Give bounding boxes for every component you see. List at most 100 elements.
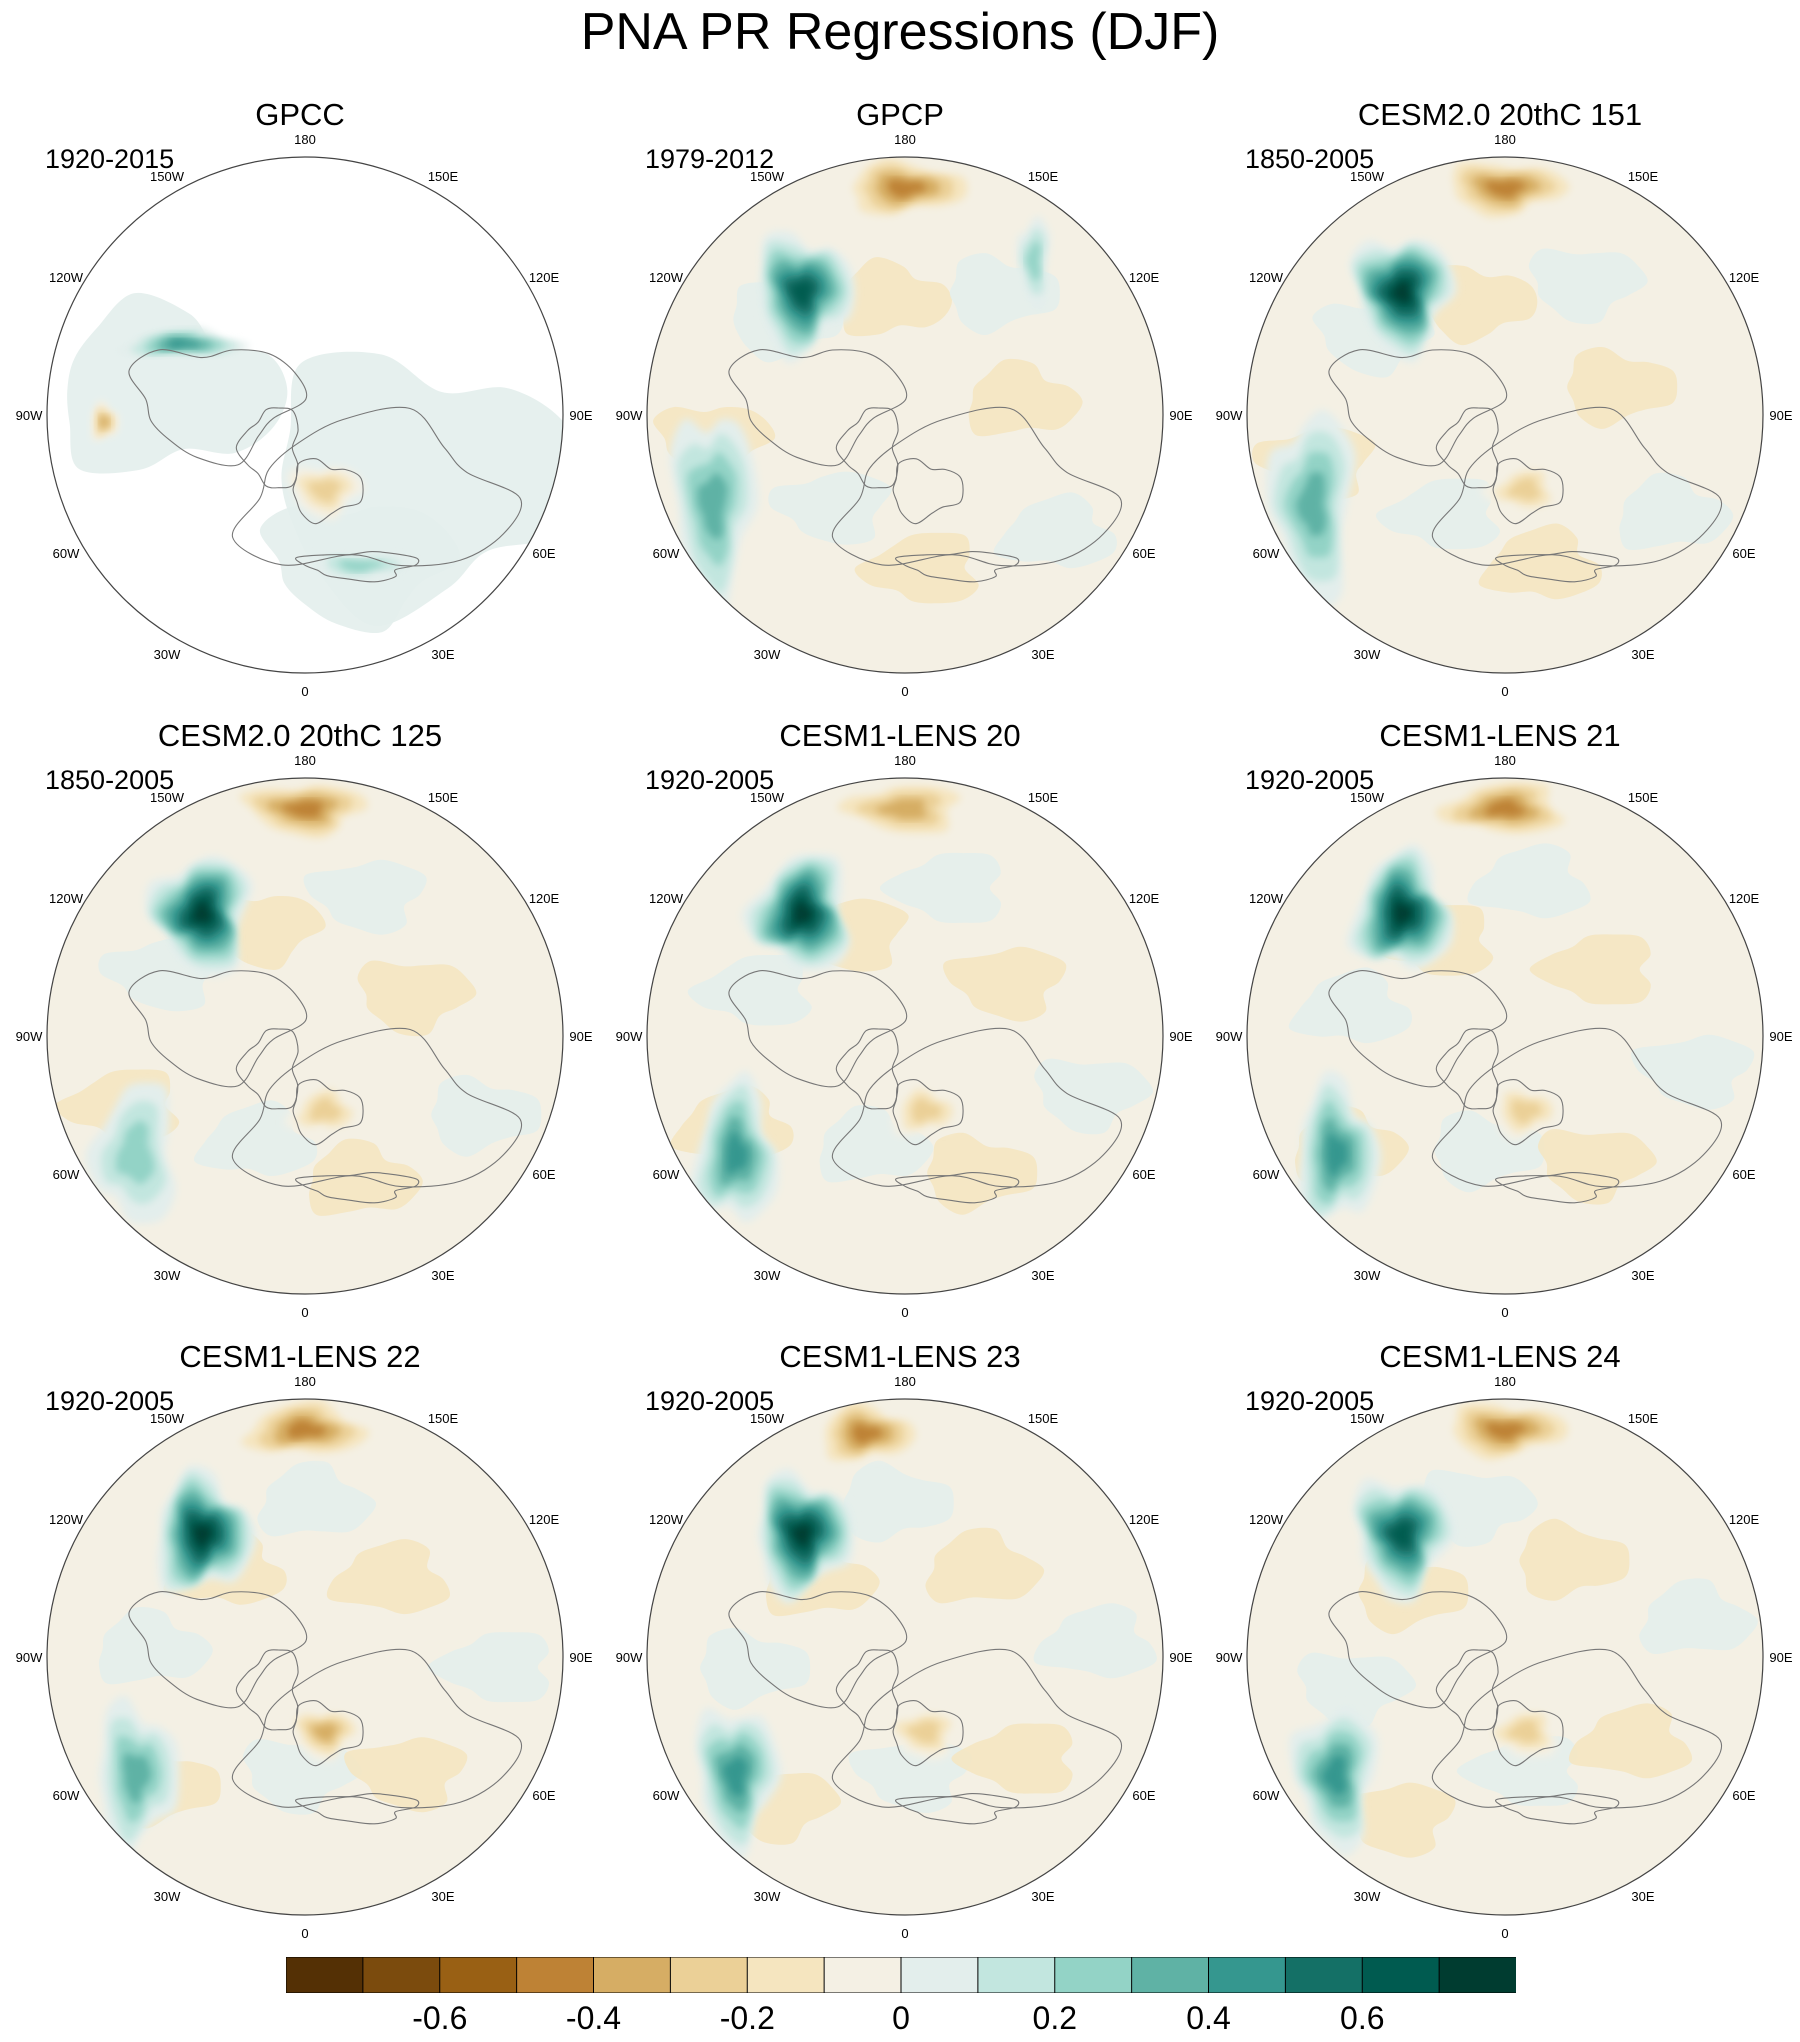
regression-contour <box>281 800 325 818</box>
polar-map: 180 150E 120E 90E 60E 30E 0 30W 60W 90W 120W 150W <box>616 132 1193 699</box>
panel-title: GPCC <box>255 97 345 132</box>
colorbar-tick-label: 0.4 <box>1186 2000 1231 2036</box>
longitude-label: 150E <box>1028 1411 1059 1426</box>
field-patch <box>1568 1703 1693 1779</box>
field-patch <box>1375 478 1501 550</box>
map-boundary <box>46 156 564 674</box>
map-boundary <box>46 777 564 1295</box>
longitude-label: 120E <box>1729 891 1760 906</box>
longitude-label: 30E <box>431 647 454 662</box>
longitude-label: 120W <box>649 270 684 285</box>
regression-contour <box>1507 477 1542 501</box>
longitude-label: 0 <box>1501 1305 1508 1320</box>
field-patch <box>431 1074 542 1157</box>
longitude-label: 60W <box>653 1788 680 1803</box>
panel-title: CESM1-LENS 20 <box>779 718 1021 753</box>
map-boundary <box>646 156 1164 674</box>
longitude-label: 120W <box>649 891 684 906</box>
colorbar-swatch <box>362 1956 441 1994</box>
longitude-label: 30E <box>1631 647 1654 662</box>
map-panel: CESM1-LENS 21 180 150E 120E 90E 60E 30E 0 30W 60W… <box>1200 716 1800 1336</box>
panel-title: GPCP <box>856 97 944 132</box>
longitude-label: 0 <box>301 1926 308 1941</box>
panel-period: 1920-2015 <box>45 144 175 174</box>
longitude-label: 90W <box>16 1029 43 1044</box>
longitude-label: 150W <box>1350 169 1385 184</box>
regression-contour <box>906 1721 941 1743</box>
map-panel: GPCC 180 150E 120E 90E 60E 30E 0 30W 60W 90W 120W 15… <box>0 95 600 715</box>
map-boundary <box>646 777 1164 1295</box>
longitude-label: 90E <box>1769 1029 1792 1044</box>
map-panel: CESM2.0 20thC 125 180 150E 120E 90E 60E 30E 0 30… <box>0 716 600 1336</box>
longitude-label: 150W <box>750 169 785 184</box>
polar-map: 180 150E 120E 90E 60E 30E 0 30W 60W 90W 120W 150W <box>1216 132 1793 699</box>
longitude-label: 0 <box>301 684 308 699</box>
colorbar-tick-label: 0.2 <box>1032 2000 1078 2036</box>
longitude-label: 0 <box>301 1305 308 1320</box>
panel-period: 1920-2005 <box>645 765 775 795</box>
longitude-label: 180 <box>1494 1374 1516 1389</box>
regression-contour <box>875 798 928 819</box>
field-patch <box>1528 248 1648 325</box>
regression-contour <box>1026 241 1041 281</box>
regression-contour <box>792 1524 812 1547</box>
longitude-label: 30E <box>1631 1889 1654 1904</box>
regression-contour <box>697 472 728 540</box>
regression-contour <box>193 1524 212 1547</box>
regression-contour <box>1511 1099 1542 1124</box>
regression-contour <box>851 1423 882 1445</box>
longitude-label: 30E <box>431 1889 454 1904</box>
polar-map: 180 150E 120E 90E 60E 30E 0 30W 60W 90W 120W 150W <box>616 1374 1193 1941</box>
longitude-label: 120E <box>1129 1512 1160 1527</box>
map-panel: CESM1-LENS 24 180 150E 120E 90E 60E 30E 0 30W 60W… <box>1200 1337 1800 1957</box>
longitude-label: 30W <box>154 1268 181 1283</box>
longitude-label: 120W <box>49 891 84 906</box>
regression-contour <box>726 1131 749 1175</box>
longitude-label: 150W <box>1350 1411 1385 1426</box>
field-patch <box>1529 934 1651 1005</box>
panel-title: CESM1-LENS 21 <box>1379 718 1621 753</box>
longitude-label: 150W <box>1350 790 1385 805</box>
regression-contour <box>99 415 109 430</box>
panel-period: 1920-2005 <box>1245 765 1375 795</box>
longitude-label: 120W <box>49 1512 84 1527</box>
coastlines <box>128 970 522 1204</box>
regression-contour <box>911 1097 942 1123</box>
figure-title: PNA PR Regressions (DJF) <box>580 3 1220 61</box>
longitude-label: 90E <box>1169 1029 1192 1044</box>
field-patch <box>1631 1034 1755 1110</box>
coastlines <box>128 349 522 583</box>
regression-contour <box>309 1097 343 1121</box>
coastlines <box>1328 349 1722 583</box>
longitude-label: 150E <box>428 169 459 184</box>
longitude-label: 60E <box>532 1788 555 1803</box>
colorbar-swatch <box>1208 1956 1287 1994</box>
field-patch <box>1519 1518 1630 1601</box>
map-boundary <box>1246 156 1764 674</box>
longitude-label: 0 <box>1501 684 1508 699</box>
longitude-label: 180 <box>294 132 316 147</box>
longitude-label: 150W <box>750 1411 785 1426</box>
field-patch <box>1033 1603 1157 1679</box>
longitude-label: 90W <box>1216 1650 1243 1665</box>
longitude-label: 120E <box>529 270 560 285</box>
map-panel: GPCP 180 150E 120E 90E 60E 30E 0 30W 60W 90W 120W 15… <box>600 95 1200 715</box>
field-patch <box>1467 843 1591 919</box>
field-patch <box>1297 1652 1417 1729</box>
panel-period: 1850-2005 <box>1245 144 1375 174</box>
longitude-label: 30W <box>154 1889 181 1904</box>
map-boundary <box>646 1398 1164 1916</box>
regression-contour <box>192 901 212 924</box>
field-patch <box>98 1607 213 1685</box>
longitude-label: 90E <box>1769 408 1792 423</box>
field-patch <box>1619 472 1734 551</box>
coastlines <box>728 1591 1122 1825</box>
colorbar-swatch <box>1054 1956 1133 1994</box>
longitude-label: 120E <box>1729 270 1760 285</box>
longitude-label: 180 <box>1494 753 1516 768</box>
colorbar-tick-label: 0.6 <box>1340 2000 1385 2036</box>
longitude-label: 60W <box>653 546 680 561</box>
colorbar-swatch <box>900 1956 979 1994</box>
regression-contour <box>1322 1756 1347 1795</box>
longitude-label: 60E <box>1132 546 1155 561</box>
